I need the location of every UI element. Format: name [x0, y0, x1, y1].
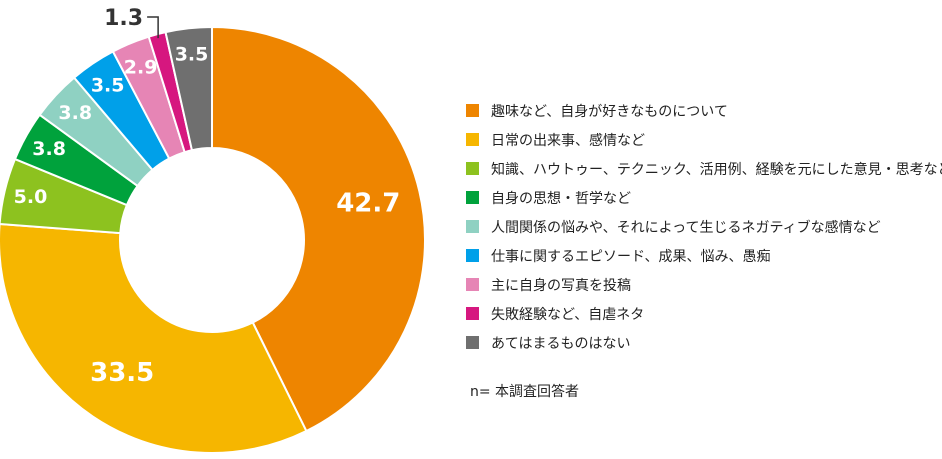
- legend-label: 日常の出来事、感情など: [491, 132, 645, 149]
- legend-label: 仕事に関するエピソード、成果、悩み、愚痴: [491, 248, 771, 265]
- legend-item: 人間関係の悩みや、それによって生じるネガティブな感情など: [466, 212, 942, 241]
- sample-note: n= 本調査回答者: [470, 384, 580, 400]
- legend-item: 主に自身の写真を投稿: [466, 270, 942, 299]
- legend-label: 失敗経験など、自虐ネタ: [491, 306, 645, 323]
- legend-label: 人間関係の悩みや、それによって生じるネガティブな感情など: [491, 219, 881, 236]
- pie-slice: [211, 25, 426, 433]
- slice-value-label: 3.5: [175, 44, 209, 66]
- legend-swatch: [466, 191, 479, 204]
- legend-label: 自身の思想・哲学など: [491, 190, 631, 207]
- legend-item: 趣味など、自身が好きなものについて: [466, 96, 942, 125]
- slice-value-label: 3.5: [91, 74, 125, 96]
- slice-value-label: 3.8: [58, 102, 92, 124]
- slice-value-label: 3.8: [32, 138, 66, 160]
- callout-label: 1.3: [104, 6, 143, 31]
- pie-slice: [0, 222, 308, 454]
- legend-label: 趣味など、自身が好きなものについて: [491, 103, 728, 120]
- slice-value-label: 33.5: [90, 358, 154, 388]
- legend-label: 主に自身の写真を投稿: [491, 277, 631, 294]
- legend: 趣味など、自身が好きなものについて 日常の出来事、感情など知識、ハウトゥー、テクニ…: [466, 96, 942, 357]
- pie-slice: [164, 25, 213, 152]
- legend-swatch: [466, 278, 479, 291]
- legend-swatch: [466, 133, 479, 146]
- legend-label: あてはまるものはない: [491, 335, 631, 352]
- legend-item: 仕事に関するエピソード、成果、悩み、愚痴: [466, 241, 942, 270]
- callout-line: [147, 16, 159, 39]
- legend-label: 知識、ハウトゥー、テクニック、活用例、経験を元にした意見・思考など: [491, 161, 942, 178]
- legend-swatch: [466, 307, 479, 320]
- legend-item: 失敗経験など、自虐ネタ: [466, 299, 942, 328]
- slice-value-label: 5.0: [14, 186, 48, 208]
- slice-value-label: 42.7: [336, 189, 400, 219]
- legend-swatch: [466, 220, 479, 233]
- legend-item: あてはまるものはない: [466, 328, 942, 357]
- legend-swatch: [466, 104, 479, 117]
- legend-item: 日常の出来事、感情など: [466, 125, 942, 154]
- legend-swatch: [466, 249, 479, 262]
- legend-item: 知識、ハウトゥー、テクニック、活用例、経験を元にした意見・思考など: [466, 154, 942, 183]
- legend-swatch: [466, 336, 479, 349]
- legend-swatch: [466, 162, 479, 175]
- slice-value-label: 2.9: [124, 57, 158, 79]
- legend-item: 自身の思想・哲学など: [466, 183, 942, 212]
